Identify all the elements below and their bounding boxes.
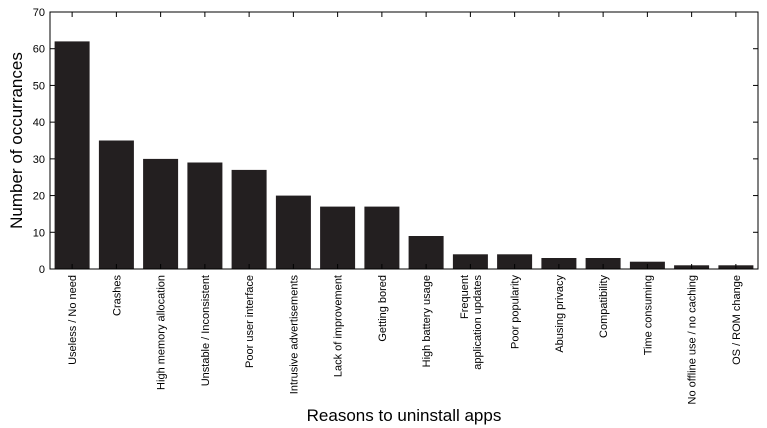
y-tick-label: 40 (33, 117, 45, 129)
bar (187, 162, 223, 269)
x-tick-label: Lack of improvement (333, 275, 345, 377)
bar (585, 258, 621, 269)
y-tick-label: 50 (33, 80, 45, 92)
bar (408, 236, 444, 269)
x-tick-label: No offline use / no caching (687, 275, 699, 404)
bar (98, 140, 134, 269)
bar (54, 41, 90, 270)
bar (497, 254, 533, 269)
x-tick-label: High battery usage (421, 275, 433, 367)
x-tick-label: Useless / No need (67, 275, 79, 365)
x-tick-label: Compatibility (598, 275, 610, 338)
x-tick-label: Time consuming (642, 275, 654, 355)
bar (231, 169, 267, 269)
plot-area-frame (49, 11, 759, 270)
x-axis-label: Reasons to uninstall apps (307, 406, 502, 425)
x-tick-label: Unstable / Inconsistent (200, 275, 212, 386)
x-tick-label: Getting bored (377, 275, 389, 342)
y-tick-label: 10 (33, 227, 45, 239)
bar (452, 254, 488, 269)
x-axis-category-labels: Useless / No need Crashes High memory allo… (67, 12, 743, 404)
y-tick-label: 30 (33, 154, 45, 166)
x-tick-label: High memory allocation (156, 275, 168, 390)
x-tick-label: Intrusive advertisements (288, 275, 300, 395)
bars-group (54, 41, 754, 270)
x-tick-label: Poor popularity (510, 275, 522, 349)
x-tick-label: Crashes (111, 275, 123, 316)
x-tick-label: Poor user interface (244, 275, 256, 368)
y-tick-label: 60 (33, 44, 45, 56)
x-tick-label: OS / ROM change (731, 275, 743, 365)
y-tick-label: 0 (39, 264, 45, 276)
bar (143, 158, 179, 269)
bar (320, 206, 356, 269)
y-axis-ticks: 0 10 20 30 40 50 60 70 (33, 7, 758, 276)
bar (541, 258, 577, 269)
x-tick-label: Abusing privacy (554, 275, 566, 353)
y-tick-label: 70 (33, 7, 45, 19)
x-tick-label: Frequentapplication updates (459, 275, 484, 370)
bar (275, 195, 311, 269)
y-axis-label: Number of occurrances (7, 52, 26, 229)
y-tick-label: 20 (33, 191, 45, 203)
bar (364, 206, 400, 269)
